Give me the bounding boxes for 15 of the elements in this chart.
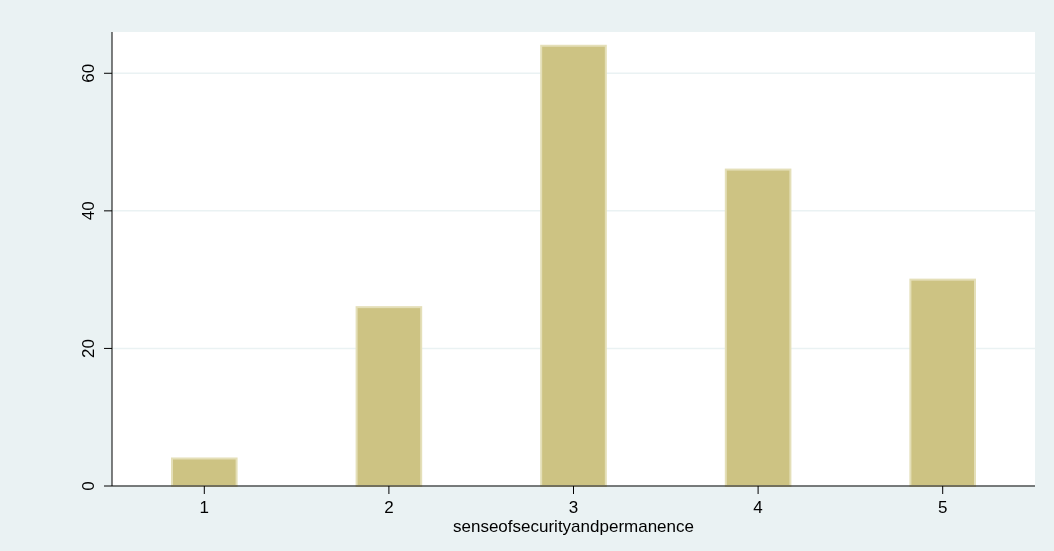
y-tick-label: 60: [79, 63, 98, 83]
x-tick-label: 3: [568, 498, 579, 517]
x-axis-title: senseofsecurityandpermanence: [453, 517, 694, 536]
bar: [355, 306, 423, 487]
x-tick-label: 5: [937, 498, 948, 517]
x-tick-label: 4: [753, 498, 763, 517]
x-tick-label: 2: [384, 498, 394, 517]
bar: [909, 278, 977, 487]
x-tick-label: 1: [199, 498, 210, 517]
y-tick-label: 0: [79, 481, 98, 491]
bar: [540, 44, 607, 487]
y-tick-label: 40: [79, 201, 98, 221]
bar: [171, 457, 238, 487]
y-tick-label: 20: [79, 338, 98, 358]
bar: [724, 168, 792, 487]
